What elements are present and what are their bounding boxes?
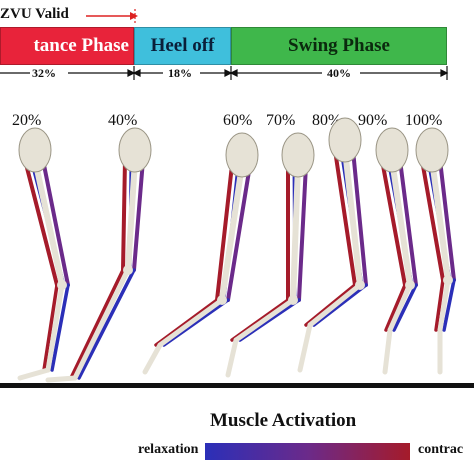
tibia-bone — [437, 277, 451, 333]
gait-label-60: 60% — [223, 112, 253, 129]
femur-bone — [429, 157, 451, 283]
femur-bone — [290, 162, 301, 303]
legend-relaxation-label: relaxation — [138, 442, 199, 457]
gait-label-40: 40% — [108, 112, 138, 129]
shank-muscle-front — [42, 283, 59, 372]
foot-bone — [45, 375, 78, 383]
shank-muscle-front — [384, 283, 407, 332]
gait-label-90: 90% — [358, 112, 388, 129]
thigh-muscle-back — [132, 158, 145, 272]
knee-joint — [57, 280, 67, 290]
heel-off-percent: 18% — [168, 66, 192, 80]
phase-heel-off-label: Heel off — [150, 35, 215, 56]
foot-bone — [17, 367, 51, 381]
gait-label-20: 20% — [12, 112, 42, 129]
muscle-activation-colorbar — [205, 443, 410, 460]
shank-muscle-back — [77, 268, 136, 380]
leg-100 — [415, 127, 456, 375]
femur-bone — [219, 162, 245, 303]
legend-title: Muscle Activation — [210, 410, 357, 431]
thigh-muscle-front — [23, 158, 59, 287]
phase-swing-bar: Swing Phase — [231, 27, 447, 65]
thigh-muscle-front — [333, 148, 357, 287]
pelvis-bone — [18, 127, 52, 173]
leg-80 — [297, 117, 368, 373]
thigh-muscle-back — [398, 158, 418, 287]
thigh-muscle-front — [215, 163, 234, 302]
thigh-muscle-back — [351, 148, 368, 287]
thigh-muscle-front — [420, 158, 445, 282]
leg-90 — [375, 127, 418, 375]
thigh-muscle-front — [380, 158, 407, 287]
knee-joint — [443, 275, 453, 285]
foot-bone — [297, 322, 313, 373]
knee-joint — [355, 280, 365, 290]
thigh-muscle-front — [121, 158, 127, 272]
swing-percent: 40% — [327, 66, 351, 80]
femur-bone — [32, 157, 65, 288]
shank-muscle-front — [304, 283, 357, 327]
knee-joint — [405, 280, 415, 290]
pelvis-bone — [225, 132, 259, 178]
thigh-muscle-back — [438, 158, 456, 282]
zvu-valid-label: ZVU Valid — [0, 6, 69, 22]
phase-swing-label: Swing Phase — [288, 35, 390, 56]
pelvis-bone — [118, 127, 152, 173]
pelvis-bone — [415, 127, 449, 173]
tibia-bone — [387, 282, 413, 333]
femur-bone — [389, 157, 413, 288]
tibia-bone — [72, 267, 131, 381]
shank-muscle-back — [442, 278, 456, 332]
gait-label-100: 100% — [405, 112, 443, 129]
foot-bone — [225, 337, 239, 378]
stance-percent: 32% — [32, 66, 56, 80]
phase-stance-bar: tance Phase — [0, 27, 134, 65]
leg-60 — [142, 132, 259, 375]
femur-bone — [342, 147, 363, 288]
zvu-arrow-icon — [86, 9, 138, 23]
leg-20 — [17, 127, 70, 381]
shank-muscle-back — [162, 298, 230, 347]
phase-heel-off-bar: Heel off — [134, 27, 231, 65]
shank-muscle-front — [69, 268, 125, 380]
shank-muscle-back — [50, 283, 70, 372]
foot-bone — [382, 327, 393, 375]
thigh-muscle-back — [226, 163, 252, 302]
pelvis-bone — [281, 132, 315, 178]
leg-40 — [45, 127, 152, 383]
tibia-bone — [233, 297, 296, 343]
legend-contraction-label: contrac — [418, 442, 464, 457]
knee-joint — [288, 295, 298, 305]
phase-stance-label: tance Phase — [33, 35, 129, 56]
shank-muscle-front — [434, 278, 445, 332]
shank-muscle-back — [392, 283, 418, 332]
pelvis-bone — [375, 127, 409, 173]
femur-bone — [125, 157, 138, 273]
pelvis-bone — [328, 117, 362, 163]
thigh-muscle-back — [41, 158, 70, 287]
thigh-muscle-back — [297, 163, 308, 302]
tibia-bone — [307, 282, 363, 328]
tibia-bone — [45, 282, 65, 373]
knee-joint — [123, 265, 133, 275]
knee-joint — [217, 295, 227, 305]
foot-bone — [142, 342, 163, 375]
tibia-bone — [157, 297, 225, 348]
ground-line — [0, 383, 474, 388]
gait-label-70: 70% — [266, 112, 296, 129]
shank-muscle-back — [312, 283, 368, 327]
leg-70 — [225, 132, 315, 378]
